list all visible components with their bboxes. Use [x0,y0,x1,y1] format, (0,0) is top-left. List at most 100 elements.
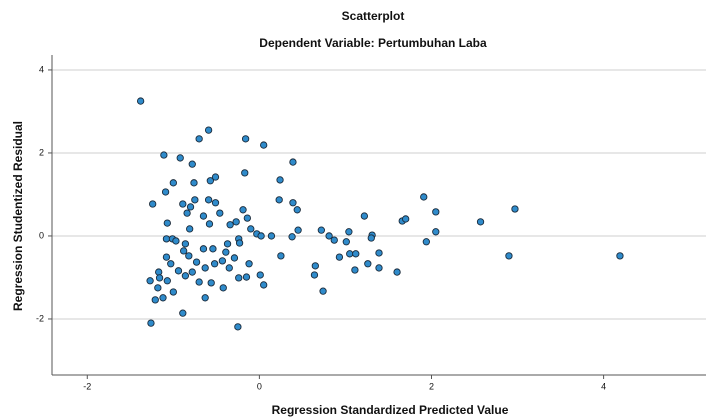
point [181,240,190,248]
point [241,135,250,143]
point [234,323,242,331]
point [256,271,264,279]
point [161,188,170,196]
point [232,218,240,226]
point [288,233,296,241]
point [188,268,196,276]
point [159,294,167,302]
y-tick-label: 4 [39,64,44,74]
point [267,232,276,240]
point [247,225,255,233]
point [201,294,209,302]
x-tick-label: 2 [429,381,434,391]
x-tick-label: 4 [601,381,606,391]
point [367,234,375,242]
point [241,169,249,177]
point [176,154,184,162]
point [190,179,198,187]
point [149,200,157,208]
point [317,226,325,234]
point [163,219,171,227]
point [188,160,196,168]
point [191,196,199,204]
point [364,260,372,268]
y-tick-label: 0 [39,230,44,240]
point [260,141,268,149]
point [147,319,155,327]
chart-title: Scatterplot [342,9,405,23]
point [163,277,171,285]
point [351,266,359,274]
point [205,220,214,228]
point [235,274,243,282]
point [393,268,401,276]
point [225,264,233,272]
point [432,208,440,216]
point [167,260,175,268]
point [616,252,624,260]
point [289,158,297,166]
point [218,257,227,265]
point [174,267,183,275]
point [239,206,247,214]
point [242,273,251,281]
point [289,199,297,207]
point [211,173,220,181]
point [260,281,268,289]
x-tick-label: 0 [257,381,262,391]
point [330,236,338,244]
point [294,226,302,234]
point [226,221,234,229]
point [180,247,188,255]
point [375,249,383,257]
point [257,232,265,240]
point [192,258,201,266]
point [169,179,177,187]
point [420,193,428,201]
point [360,212,369,220]
y-tick-label: 2 [39,147,44,157]
point [277,252,285,260]
point [181,272,190,280]
point [199,212,208,220]
point [199,245,208,253]
point [345,228,353,236]
point [172,237,180,245]
point [211,199,220,207]
point [151,296,159,304]
point [207,279,215,287]
y-axis-label: Regression Studentized Residual [11,121,25,311]
point [216,209,224,217]
point [146,277,154,285]
point [136,97,145,105]
point [243,214,251,222]
point [346,250,354,258]
point [505,252,513,260]
point [185,252,193,260]
point [276,176,284,184]
point [209,245,217,253]
point [162,253,171,261]
point [352,250,360,258]
point [204,196,213,204]
x-tick-label: -2 [83,381,91,391]
point [186,203,195,211]
point [342,238,350,246]
point [195,135,203,143]
point [402,215,410,223]
point [335,253,344,261]
point [179,200,187,208]
point [223,240,232,248]
y-tick-label: -2 [36,313,44,323]
point [511,205,519,213]
point [222,248,230,256]
point [154,284,162,292]
point [160,151,168,159]
point [206,177,214,185]
x-axis-label: Regression Standardized Predicted Value [272,403,509,417]
point [311,262,319,270]
point [201,264,209,272]
point [325,232,333,240]
point [310,271,319,279]
point [195,278,203,286]
